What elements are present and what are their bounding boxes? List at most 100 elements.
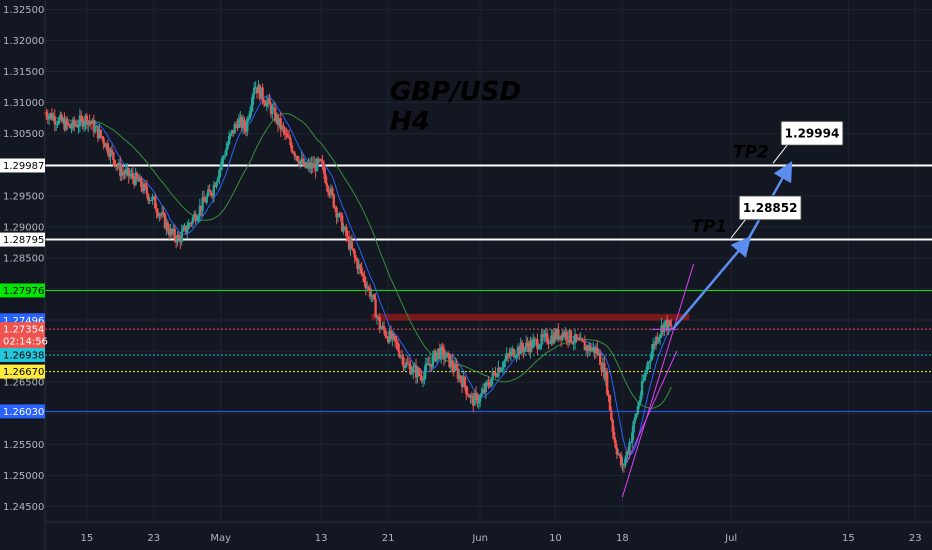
- price-tick-label: 1.26500: [3, 378, 44, 389]
- candle-body: [533, 339, 536, 341]
- target-callout-box[interactable]: [780, 120, 844, 146]
- candle-body: [518, 347, 521, 355]
- candle-body: [257, 85, 260, 94]
- candle-body: [511, 348, 514, 352]
- price-tag: [0, 283, 45, 298]
- candle-body: [469, 395, 472, 398]
- candle-body: [442, 348, 446, 359]
- candle-body: [218, 169, 221, 179]
- candle-body: [525, 342, 528, 348]
- candle-body: [438, 348, 441, 359]
- price-tag-label: 1.29987: [3, 161, 44, 172]
- candle-body: [421, 380, 425, 382]
- candle-body: [234, 124, 238, 126]
- target-label: TP1: [691, 217, 727, 237]
- candle-body: [446, 352, 450, 354]
- candle-body: [80, 115, 83, 118]
- candle-body: [213, 184, 217, 187]
- candle-body: [391, 333, 394, 340]
- time-tick-label: May: [210, 533, 231, 544]
- candle-body: [333, 207, 337, 209]
- candle-body: [211, 195, 214, 197]
- candle-body: [296, 156, 299, 161]
- candle-body: [303, 162, 306, 166]
- targets[interactable]: TP1 1.28852 TP2 1.29994: [691, 120, 844, 239]
- chart-title: GBP/USD: [390, 77, 521, 107]
- candle-body: [656, 337, 659, 342]
- candle-body: [363, 275, 366, 283]
- candle-body: [360, 267, 363, 274]
- candle-body: [268, 98, 271, 105]
- time-axis[interactable]: 15 23 May 13 21 Jun 10 18 Jul 15 23: [80, 533, 921, 544]
- candle-body: [306, 165, 309, 168]
- candle-body: [502, 361, 506, 368]
- candle-body: [571, 342, 574, 344]
- candle-body: [216, 178, 220, 182]
- candle-body: [140, 177, 143, 188]
- candle-body: [275, 115, 278, 122]
- candle-body: [647, 362, 651, 364]
- candle-body: [465, 385, 468, 394]
- candle-body: [504, 359, 507, 362]
- candle-body: [307, 163, 310, 166]
- candle-body: [91, 119, 94, 124]
- candle-body: [396, 342, 400, 351]
- target-callout-box[interactable]: [738, 195, 802, 221]
- candle-body: [420, 376, 423, 381]
- candle-body: [112, 152, 115, 160]
- candle-body: [557, 329, 560, 340]
- candle-body: [650, 351, 653, 361]
- candle-body: [251, 94, 255, 105]
- candle-body: [335, 207, 338, 218]
- candle-body: [322, 164, 326, 174]
- candle-body: [399, 356, 402, 358]
- candle-body: [179, 237, 182, 243]
- candle-body: [318, 159, 322, 162]
- candle-body: [347, 236, 351, 250]
- candle-body: [109, 149, 112, 157]
- candle-body: [635, 413, 638, 417]
- candle-body: [375, 316, 379, 318]
- candle-body: [145, 186, 149, 195]
- candle-body: [343, 226, 347, 228]
- candle-body: [539, 345, 542, 349]
- candle-body: [273, 107, 277, 122]
- candle-body: [458, 375, 461, 379]
- candle-body: [346, 236, 349, 238]
- candle-body: [317, 158, 320, 162]
- candle-body: [432, 350, 436, 356]
- candle-body: [413, 365, 416, 367]
- projection-arrow: [671, 236, 752, 331]
- time-tick-label: 23: [147, 533, 160, 544]
- candle-body: [393, 336, 397, 342]
- candle-body: [266, 98, 270, 102]
- candle-body: [586, 345, 589, 351]
- candle-body: [96, 126, 100, 139]
- candle-body: [152, 196, 156, 198]
- candle-body: [230, 130, 234, 134]
- candle-body: [367, 287, 370, 289]
- price-tag-label: 1.27976: [3, 286, 44, 297]
- candle-body: [470, 395, 474, 397]
- candle-body: [339, 213, 342, 216]
- candle-body: [463, 376, 467, 386]
- time-tick-label: 15: [842, 533, 855, 544]
- candle-body: [194, 214, 197, 222]
- candle-body: [572, 342, 575, 344]
- horizontal-levels[interactable]: [45, 164, 932, 412]
- candle-body: [409, 364, 412, 375]
- candle-body: [107, 152, 111, 157]
- candle-body: [460, 380, 464, 387]
- candle-body: [598, 352, 602, 365]
- candle-body: [480, 393, 483, 396]
- time-tick-label: 23: [909, 533, 922, 544]
- candle-body: [419, 374, 422, 377]
- candle-body: [60, 114, 63, 122]
- candle-body: [148, 199, 151, 201]
- target-callout-pointer: [772, 144, 788, 164]
- candle-body: [184, 225, 188, 233]
- price-tag-label: 02:14:56: [3, 337, 48, 348]
- candle-body: [488, 385, 492, 387]
- candle-body: [593, 347, 596, 354]
